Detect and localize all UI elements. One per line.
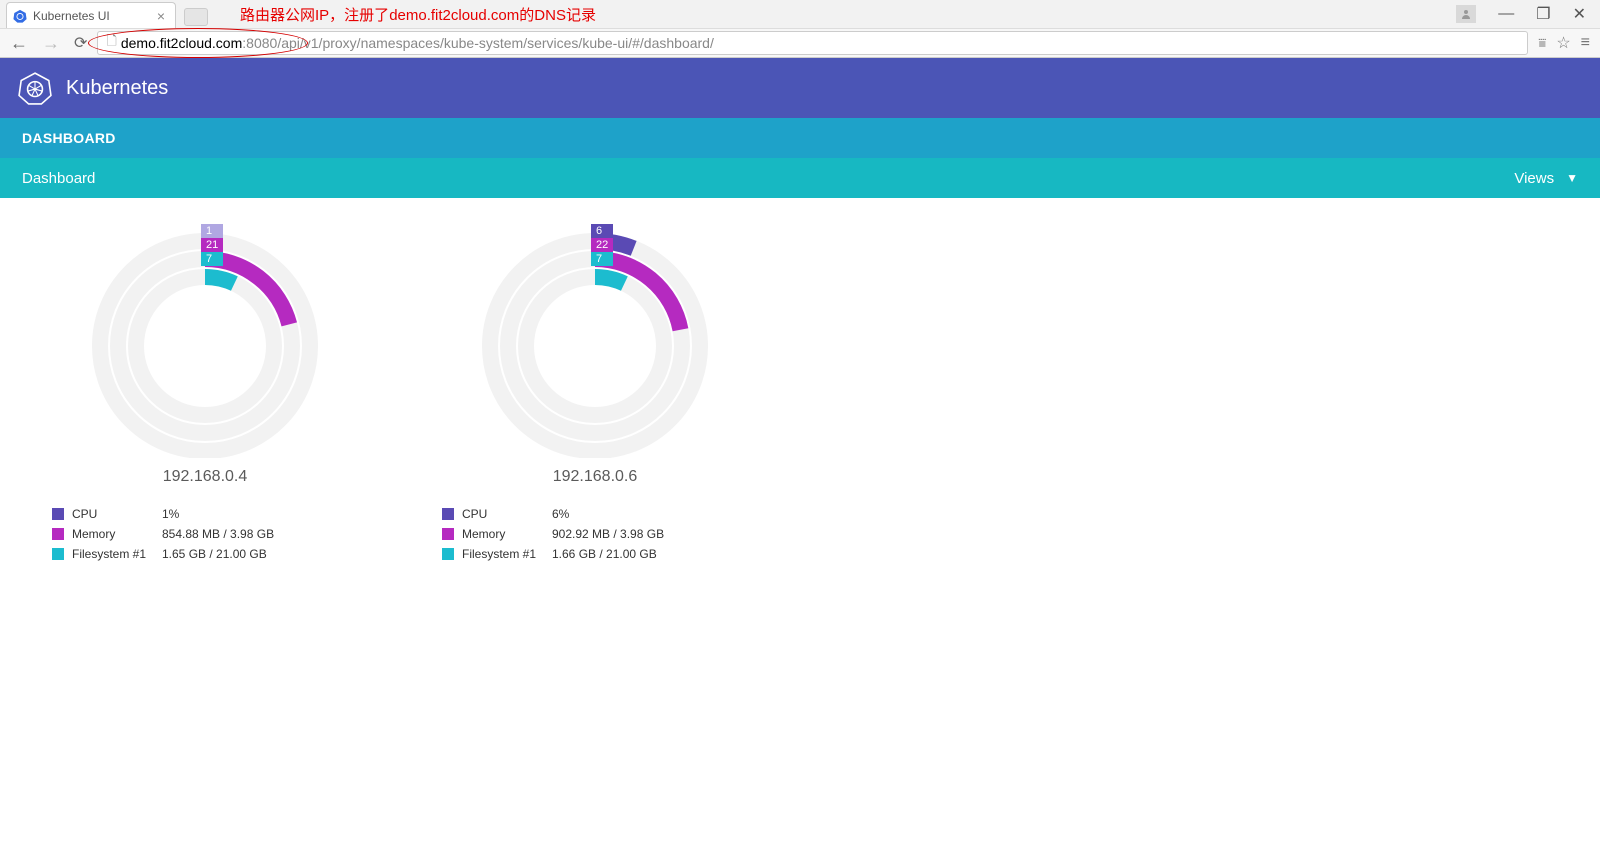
window-controls: — ❐ ✕ (1456, 0, 1600, 28)
tab-close-icon[interactable]: × (157, 8, 165, 24)
tab-strip: Kubernetes UI × 路由器公网IP，注册了demo.fit2clou… (0, 0, 1600, 28)
gauge-value-badge: 22 (591, 238, 613, 252)
chevron-down-icon: ▼ (1566, 171, 1578, 185)
metric-value: 1.65 GB / 21.00 GB (162, 544, 267, 564)
metric-value: 1.66 GB / 21.00 GB (552, 544, 657, 564)
tab-title: Kubernetes UI (33, 9, 110, 23)
node-ip: 192.168.0.6 (420, 468, 770, 486)
breadcrumb[interactable]: Dashboard (22, 170, 95, 187)
metric-name: Memory (72, 524, 162, 544)
gauge-value-badge: 1 (201, 224, 223, 238)
address-bar[interactable]: 🗋 demo.fit2cloud.com:8080/api/v1/proxy/n… (97, 31, 1528, 55)
new-tab-button[interactable] (184, 8, 208, 26)
gauge-value-labels: 1217 (201, 224, 223, 266)
dashboard-content: 1217192.168.0.4CPU1%Memory854.88 MB / 3.… (0, 198, 1600, 584)
url-path: /api/v1/proxy/namespaces/kube-system/ser… (277, 35, 714, 51)
resource-legend: CPU1%Memory854.88 MB / 3.98 GBFilesystem… (52, 504, 380, 564)
url-port: :8080 (242, 35, 277, 51)
section-header: DASHBOARD (0, 118, 1600, 158)
views-dropdown[interactable]: Views ▼ (1514, 170, 1578, 187)
gauge-value-badge: 7 (591, 252, 613, 266)
metric-name: CPU (72, 504, 162, 524)
metric-value: 902.92 MB / 3.98 GB (552, 524, 664, 544)
window-close-icon[interactable]: ✕ (1573, 4, 1586, 24)
metric-value: 6% (552, 504, 569, 524)
reload-icon[interactable]: ⟳ (74, 33, 87, 54)
legend-row: CPU1% (52, 504, 380, 524)
toolbar-right-icons: ⩸ ☆ ≡ (1538, 33, 1590, 53)
screenshot-annotation: 路由器公网IP，注册了demo.fit2cloud.com的DNS记录 (240, 4, 596, 25)
breadcrumb-bar: Dashboard Views ▼ (0, 158, 1600, 198)
k8s-favicon (13, 9, 27, 23)
window-minimize-icon[interactable]: — (1498, 5, 1514, 23)
window-maximize-icon[interactable]: ❐ (1536, 4, 1550, 24)
node-ip: 192.168.0.4 (30, 468, 380, 486)
kubernetes-logo-icon (18, 71, 52, 105)
legend-row: Filesystem #11.65 GB / 21.00 GB (52, 544, 380, 564)
translate-icon[interactable]: ⩸ (1538, 35, 1546, 51)
bookmark-icon[interactable]: ☆ (1556, 33, 1570, 53)
forward-icon[interactable]: → (42, 33, 60, 54)
url-domain: demo.fit2cloud.com (121, 35, 242, 51)
browser-chrome: Kubernetes UI × 路由器公网IP，注册了demo.fit2clou… (0, 0, 1600, 58)
legend-swatch (52, 548, 64, 560)
legend-swatch (52, 528, 64, 540)
gauge-value-badge: 21 (201, 238, 223, 252)
legend-swatch (442, 508, 454, 520)
legend-row: Memory902.92 MB / 3.98 GB (442, 524, 770, 544)
metric-name: Memory (462, 524, 552, 544)
section-title: DASHBOARD (22, 130, 116, 146)
app-header: Kubernetes (0, 58, 1600, 118)
views-label: Views (1514, 170, 1554, 187)
metric-value: 1% (162, 504, 179, 524)
nav-buttons: ← → ⟳ (10, 33, 87, 54)
gauge-value-labels: 6227 (591, 224, 613, 266)
gauge-value-badge: 7 (201, 252, 223, 266)
back-icon[interactable]: ← (10, 33, 28, 54)
resource-legend: CPU6%Memory902.92 MB / 3.98 GBFilesystem… (442, 504, 770, 564)
user-icon[interactable] (1456, 5, 1476, 23)
legend-swatch (52, 508, 64, 520)
app-title: Kubernetes (66, 77, 168, 100)
legend-row: CPU6% (442, 504, 770, 524)
legend-swatch (442, 548, 454, 560)
legend-row: Filesystem #11.66 GB / 21.00 GB (442, 544, 770, 564)
metric-name: Filesystem #1 (72, 544, 162, 564)
browser-tab-active[interactable]: Kubernetes UI × (6, 2, 176, 28)
legend-swatch (442, 528, 454, 540)
node-card: 1217 192.168.0.4 CPU1%Memory854.88 MB / 3.… (30, 218, 380, 564)
page-icon: 🗋 (106, 32, 116, 54)
menu-icon[interactable]: ≡ (1581, 34, 1590, 52)
browser-toolbar: ← → ⟳ 🗋 demo.fit2cloud.com:8080/api/v1/p… (0, 28, 1600, 58)
gauge-value-badge: 6 (591, 224, 613, 238)
node-card: 6227 192.168.0.6 CPU6%Memory902.92 MB / 3.… (420, 218, 770, 564)
metric-name: Filesystem #1 (462, 544, 552, 564)
resource-gauge: 6227 (475, 218, 715, 458)
resource-gauge: 1217 (85, 218, 325, 458)
metric-value: 854.88 MB / 3.98 GB (162, 524, 274, 544)
legend-row: Memory854.88 MB / 3.98 GB (52, 524, 380, 544)
metric-name: CPU (462, 504, 552, 524)
